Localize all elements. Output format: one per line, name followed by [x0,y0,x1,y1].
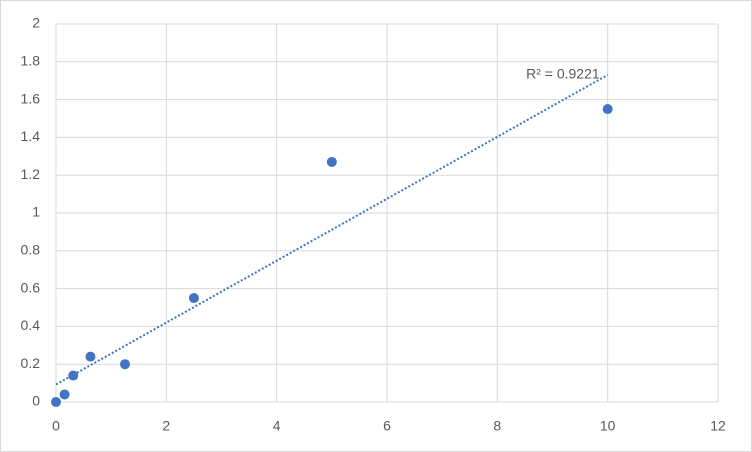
x-tick-label: 10 [600,418,616,434]
x-tick-label: 8 [493,418,501,434]
x-tick-label: 4 [273,418,281,434]
data-point [326,156,337,167]
x-tick-label: 0 [52,418,60,434]
y-tick-label: 1 [32,204,40,220]
y-tick-label: 0 [32,393,40,409]
data-point [119,359,130,370]
data-point [68,370,79,381]
data-point [188,293,199,304]
data-point [85,351,96,362]
data-point [51,397,61,407]
trendline-label: R² = 0.9221 [526,66,600,82]
y-tick-label: 0.6 [21,279,41,295]
y-tick-label: 2 [32,15,40,31]
y-tick-label: 1.4 [21,128,41,144]
trendline [55,74,609,386]
x-tick-label: 2 [162,418,170,434]
y-tick-label: 1.8 [21,53,41,69]
data-point [602,104,613,115]
x-tick-label: 12 [710,418,726,434]
y-tick-label: 1.2 [21,166,41,182]
y-tick-label: 1.6 [21,90,41,106]
x-tick-label: 6 [383,418,391,434]
y-tick-label: 0.8 [21,242,41,258]
data-point [59,389,70,400]
y-tick-label: 0.4 [21,317,41,333]
y-tick-label: 0.2 [21,355,41,371]
